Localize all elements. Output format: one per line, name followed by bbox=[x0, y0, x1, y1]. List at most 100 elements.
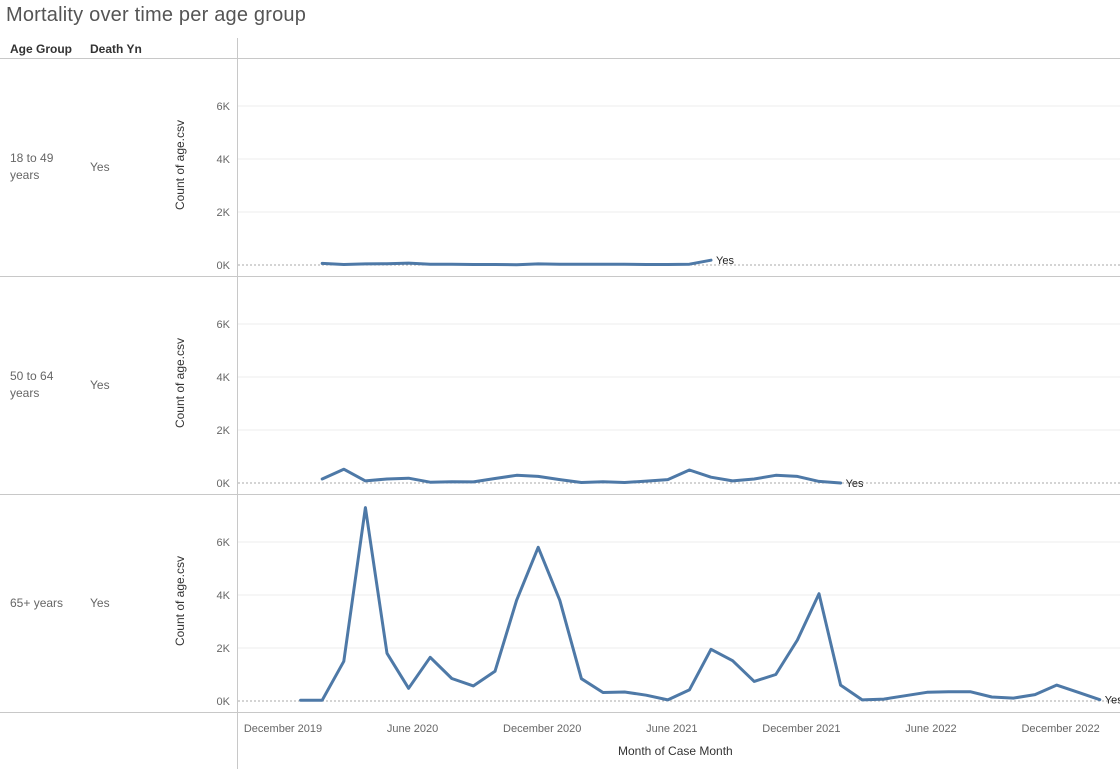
data-point bbox=[688, 468, 691, 472]
x-tick-label: December 2019 bbox=[244, 723, 322, 735]
series-line-2 bbox=[320, 467, 843, 485]
data-point bbox=[450, 677, 453, 680]
data-point bbox=[861, 698, 864, 702]
data-point bbox=[385, 652, 389, 655]
age-group-cell-2: 50 to 64 years bbox=[10, 369, 54, 400]
data-point bbox=[904, 694, 907, 697]
data-point bbox=[753, 477, 756, 481]
data-point bbox=[558, 263, 561, 266]
data-point bbox=[774, 673, 777, 676]
data-point bbox=[645, 263, 648, 266]
data-point bbox=[1012, 696, 1015, 700]
data-point bbox=[321, 477, 324, 481]
data-point bbox=[990, 695, 993, 699]
panel-divider-2 bbox=[0, 494, 1120, 495]
data-point bbox=[796, 638, 799, 642]
death-yn-cell-2: Yes bbox=[90, 378, 110, 392]
y-tick-label: 4K bbox=[217, 372, 231, 384]
panel-divider-1 bbox=[0, 276, 1120, 277]
data-point bbox=[385, 262, 389, 265]
data-point bbox=[493, 670, 497, 673]
data-point bbox=[580, 677, 583, 680]
y-tick-label: 2K bbox=[217, 643, 231, 655]
data-point bbox=[1055, 683, 1058, 687]
data-point bbox=[342, 468, 345, 471]
y-tick-label: 4K bbox=[217, 590, 231, 602]
death-yn-header[interactable]: Death Yn bbox=[90, 42, 142, 56]
data-point bbox=[342, 660, 345, 663]
data-point bbox=[839, 683, 842, 687]
data-point bbox=[645, 693, 648, 697]
data-point bbox=[709, 475, 713, 479]
age-group-cell-1: 18 to 49 years bbox=[10, 151, 54, 182]
data-point bbox=[645, 479, 648, 483]
data-point bbox=[1077, 691, 1080, 694]
data-point bbox=[450, 263, 453, 266]
data-point bbox=[429, 481, 432, 484]
data-point bbox=[601, 691, 605, 694]
data-point bbox=[321, 262, 324, 265]
page-title: Mortality over time per age group bbox=[6, 4, 307, 26]
y-tick-label: 4K bbox=[217, 154, 231, 166]
data-point bbox=[321, 699, 324, 702]
data-point bbox=[493, 477, 497, 480]
x-tick-label: December 2021 bbox=[762, 723, 840, 735]
data-point bbox=[925, 691, 929, 694]
y-tick-label: 6K bbox=[217, 537, 231, 549]
data-point bbox=[299, 699, 302, 702]
data-point bbox=[342, 263, 345, 266]
y-tick-label: 0K bbox=[217, 696, 231, 708]
y-tick-label: 2K bbox=[217, 207, 231, 219]
data-point bbox=[1033, 693, 1037, 696]
data-point bbox=[969, 690, 972, 693]
x-tick-label: June 2021 bbox=[646, 723, 697, 735]
data-point bbox=[472, 263, 475, 266]
data-point bbox=[537, 262, 540, 266]
data-point bbox=[817, 480, 821, 483]
panel-divider-3 bbox=[0, 712, 1120, 713]
data-point bbox=[407, 687, 410, 690]
data-point bbox=[364, 506, 367, 509]
data-point bbox=[753, 680, 756, 683]
y-tick-label: 6K bbox=[217, 319, 231, 331]
y-tick-label: 0K bbox=[217, 260, 231, 272]
data-point bbox=[472, 480, 475, 484]
data-point bbox=[493, 263, 497, 266]
data-point bbox=[688, 263, 691, 266]
death-yn-cell-1: Yes bbox=[90, 160, 110, 174]
series-line-3 bbox=[299, 506, 1102, 702]
x-tick-label: June 2020 bbox=[387, 723, 438, 735]
data-point bbox=[407, 477, 410, 480]
data-point bbox=[558, 599, 561, 602]
data-point bbox=[364, 262, 367, 266]
axis-divider bbox=[237, 38, 238, 769]
data-point bbox=[839, 481, 842, 485]
data-point bbox=[623, 481, 626, 484]
data-point bbox=[947, 690, 950, 693]
data-point bbox=[558, 478, 561, 481]
data-point bbox=[515, 599, 518, 602]
data-point bbox=[385, 477, 389, 481]
x-tick-label: December 2020 bbox=[503, 723, 581, 735]
data-point bbox=[666, 478, 669, 481]
header-divider bbox=[0, 58, 1120, 59]
data-point bbox=[450, 480, 453, 483]
data-point bbox=[796, 475, 799, 478]
age-group-cell-3: 65+ years bbox=[10, 596, 64, 610]
data-point bbox=[515, 474, 518, 477]
data-point bbox=[515, 263, 518, 266]
data-point bbox=[882, 697, 885, 701]
series-end-label: Yes bbox=[1105, 695, 1120, 707]
death-yn-cell-3: Yes bbox=[90, 596, 110, 610]
data-point bbox=[472, 684, 475, 688]
data-point bbox=[601, 480, 605, 483]
data-point bbox=[580, 263, 583, 266]
data-point bbox=[364, 479, 367, 483]
y-tick-label: 6K bbox=[217, 101, 231, 113]
data-point bbox=[537, 546, 540, 549]
data-point bbox=[1098, 698, 1102, 701]
age-group-header[interactable]: Age Group bbox=[10, 42, 72, 56]
series-end-label: Yes bbox=[716, 255, 734, 267]
x-tick-label: December 2022 bbox=[1021, 723, 1099, 735]
